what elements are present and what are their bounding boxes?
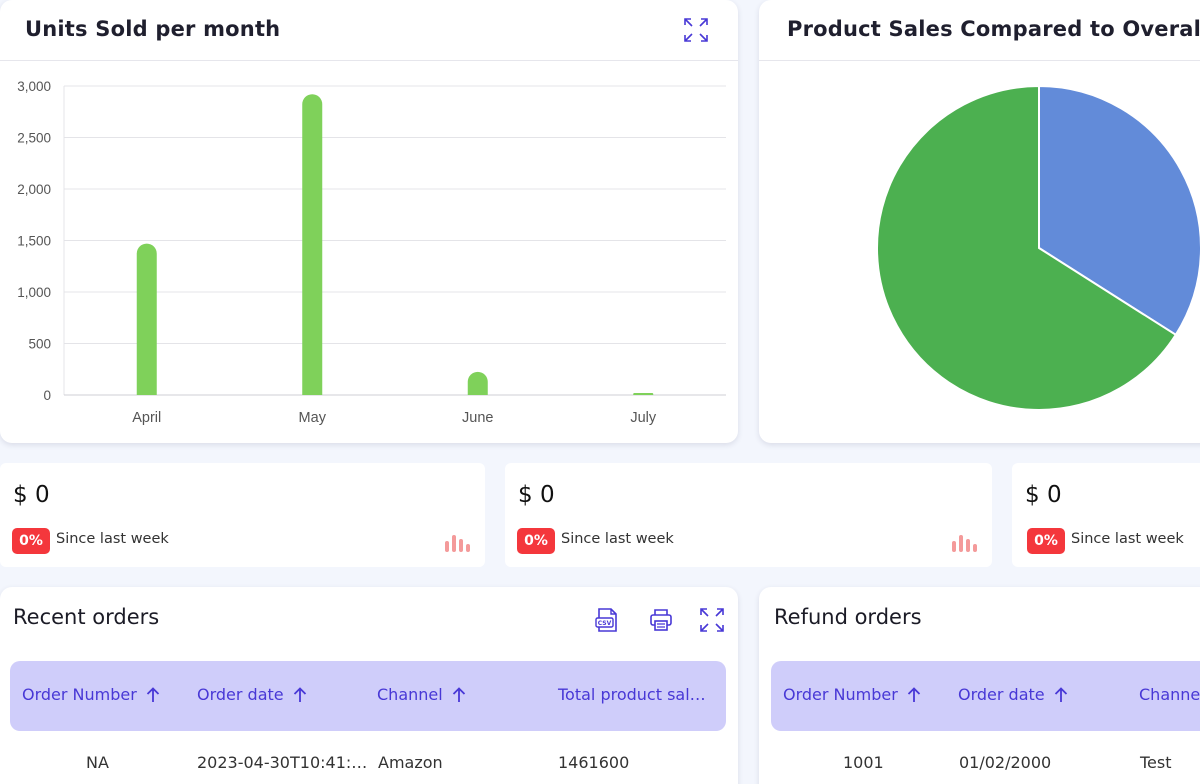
units-sold-card: Units Sold per month 0 500 1,000 1,500 2,000… <box>0 0 738 443</box>
units-bar-chart: 0 500 1,000 1,500 2,000 2,500 3,000 April May Jun… <box>17 79 726 426</box>
x-tick-label: June <box>462 410 493 426</box>
sort-arrow-up-icon <box>293 686 306 702</box>
column-header-channel[interactable]: Channe <box>1139 685 1200 704</box>
bar-may[interactable] <box>302 94 323 396</box>
bar-chart-icon <box>445 535 470 552</box>
recent-orders-card: Recent orders CSV Order Number Order dat… <box>0 587 738 784</box>
x-tick-label: May <box>299 410 327 426</box>
column-header-label: Order date <box>958 685 1045 704</box>
column-header-total-product-sales[interactable]: Total product sal… <box>558 685 706 704</box>
sort-arrow-up-icon <box>1054 686 1067 702</box>
svg-text:CSV: CSV <box>598 620 612 627</box>
recent-orders-table-header: Order Number Order date Channel Total pr… <box>10 661 726 731</box>
y-tick-label: 2,000 <box>17 182 51 197</box>
recent-orders-title: Recent orders <box>13 605 160 629</box>
since-last-week-label: Since last week <box>56 531 169 547</box>
csv-file-icon[interactable]: CSV <box>594 607 620 633</box>
table-cell-order-number: 1001 <box>843 753 884 772</box>
y-tick-label: 2,500 <box>17 131 51 146</box>
table-cell-channel: Test <box>1140 753 1172 772</box>
refund-orders-card: Refund orders Order Number Order date Ch… <box>759 587 1200 784</box>
column-header-order-date[interactable]: Order date <box>197 685 307 704</box>
product-sales-card: Product Sales Compared to Overal <box>759 0 1200 443</box>
refund-orders-title: Refund orders <box>774 605 922 629</box>
since-last-week-label: Since last week <box>561 531 674 547</box>
change-badge: 0% <box>1027 528 1065 554</box>
column-header-order-number[interactable]: Order Number <box>783 685 921 704</box>
product-sales-header: Product Sales Compared to Overal <box>759 0 1200 61</box>
change-badge: 0% <box>517 528 555 554</box>
bar-june[interactable] <box>467 371 488 395</box>
units-sold-header: Units Sold per month <box>0 0 738 61</box>
column-header-order-date[interactable]: Order date <box>958 685 1068 704</box>
sort-arrow-up-icon <box>452 686 465 702</box>
column-header-label: Order date <box>197 685 284 704</box>
stat-value: $ 0 <box>13 482 50 508</box>
stat-card: $ 0 0% Since last week <box>1012 463 1200 567</box>
sort-arrow-up-icon <box>907 686 920 702</box>
y-tick-label: 3,000 <box>17 79 51 94</box>
stat-value: $ 0 <box>1025 482 1062 508</box>
y-tick-label: 1,500 <box>17 234 51 249</box>
sort-arrow-up-icon <box>146 686 159 702</box>
x-tick-label: April <box>132 410 161 426</box>
y-tick-label: 500 <box>28 337 51 352</box>
table-cell-total-product-sales: 1461600 <box>558 753 630 772</box>
y-tick-label: 1,000 <box>17 285 51 300</box>
stat-value: $ 0 <box>518 482 555 508</box>
column-header-label: Order Number <box>22 685 137 704</box>
table-cell-order-date: 01/02/2000 <box>959 753 1052 772</box>
printer-icon[interactable] <box>648 607 674 633</box>
pie-slice-2[interactable] <box>876 84 1178 411</box>
expand-icon[interactable] <box>699 607 725 633</box>
table-cell-order-date: 2023-04-30T10:41:… <box>197 753 368 772</box>
column-header-label: Channe <box>1139 685 1200 704</box>
table-cell-order-number: NA <box>86 753 109 772</box>
stat-card: $ 0 0% Since last week <box>505 463 992 567</box>
stat-card: $ 0 0% Since last week <box>0 463 485 567</box>
x-tick-label: July <box>630 410 657 426</box>
refund-orders-table-header: Order Number Order date Channe <box>771 661 1200 731</box>
change-badge: 0% <box>12 528 50 554</box>
bar-chart-icon <box>952 535 977 552</box>
bar-april[interactable] <box>136 243 157 395</box>
column-header-label: Order Number <box>783 685 898 704</box>
expand-icon[interactable] <box>683 17 709 43</box>
bar-july[interactable] <box>633 392 654 395</box>
units-sold-title: Units Sold per month <box>25 17 281 41</box>
column-header-label: Channel <box>377 685 443 704</box>
table-cell-channel: Amazon <box>378 753 443 772</box>
y-tick-label: 0 <box>43 388 51 403</box>
since-last-week-label: Since last week <box>1071 531 1184 547</box>
column-header-order-number[interactable]: Order Number <box>22 685 160 704</box>
product-sales-pie-chart <box>876 84 1200 411</box>
column-header-label: Total product sal… <box>558 685 706 704</box>
column-header-channel[interactable]: Channel <box>377 685 466 704</box>
product-sales-title: Product Sales Compared to Overal <box>787 17 1200 41</box>
